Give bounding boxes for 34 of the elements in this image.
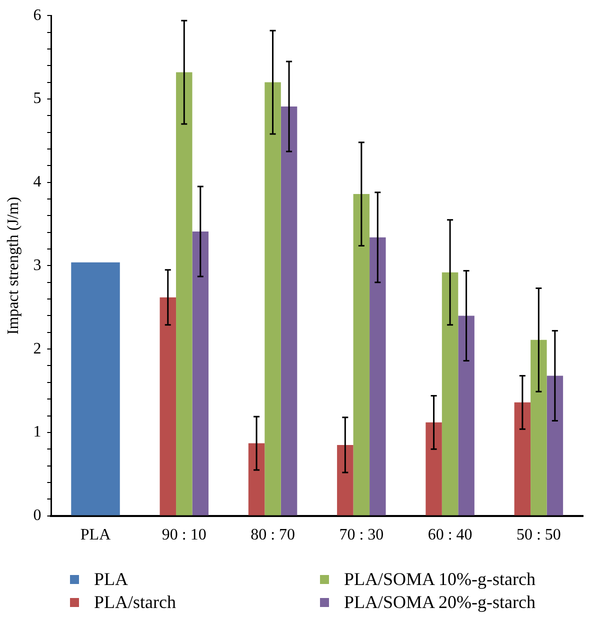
y-tick-label: 5 <box>33 90 42 108</box>
bar <box>248 443 265 516</box>
legend-label: PLA/SOMA 20%-g-starch <box>344 592 536 613</box>
x-tick-label: PLA <box>80 526 112 544</box>
x-tick-label: 80 : 70 <box>250 526 296 544</box>
y-tick-label: 0 <box>33 507 42 524</box>
bar <box>264 82 281 516</box>
bar <box>176 72 192 516</box>
bar <box>192 232 209 516</box>
x-tick-label: 60 : 40 <box>428 526 472 544</box>
bar <box>353 194 370 516</box>
y-tick-label: 3 <box>33 256 42 274</box>
y-tick-label: 1 <box>33 424 42 441</box>
bar <box>160 297 176 516</box>
bar <box>337 444 354 516</box>
bar <box>71 262 120 516</box>
y-tick-label: 2 <box>33 340 42 358</box>
y-axis-title: Impact strength (J/m) <box>4 196 22 335</box>
bar <box>530 340 547 516</box>
bar <box>458 316 474 516</box>
bar <box>280 106 298 516</box>
bar <box>442 272 458 516</box>
bar <box>546 376 564 516</box>
bar <box>426 422 442 516</box>
legend-label: PLA <box>94 569 128 590</box>
bar <box>514 402 531 516</box>
bar <box>370 237 386 516</box>
y-tick-label: 4 <box>33 174 42 191</box>
x-tick-label: 50 : 50 <box>516 526 561 544</box>
x-tick-label: 90 : 10 <box>162 526 206 544</box>
y-tick-label: 6 <box>33 6 42 24</box>
x-tick-label: 70 : 30 <box>339 526 384 544</box>
legend-label: PLA/starch <box>94 592 176 613</box>
legend-label: PLA/SOMA 10%-g-starch <box>344 569 536 590</box>
